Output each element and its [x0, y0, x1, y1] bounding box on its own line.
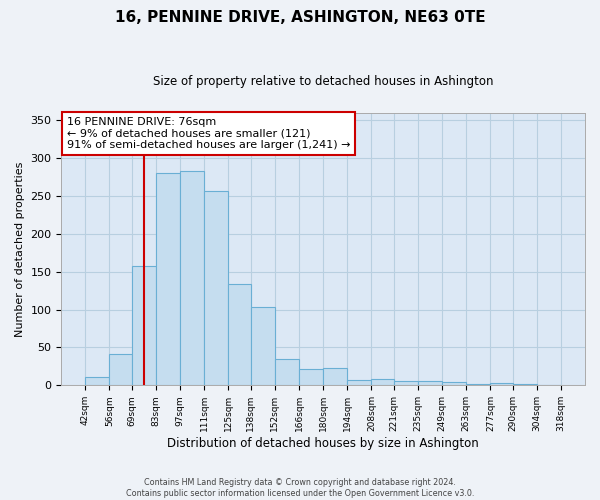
- Bar: [466, 384, 490, 386]
- Bar: [371, 380, 394, 386]
- Bar: [418, 381, 442, 386]
- Bar: [229, 284, 251, 386]
- Bar: [537, 384, 561, 386]
- Bar: [109, 354, 132, 386]
- X-axis label: Distribution of detached houses by size in Ashington: Distribution of detached houses by size …: [167, 437, 479, 450]
- Y-axis label: Number of detached properties: Number of detached properties: [15, 162, 25, 337]
- Text: 16 PENNINE DRIVE: 76sqm
← 9% of detached houses are smaller (121)
91% of semi-de: 16 PENNINE DRIVE: 76sqm ← 9% of detached…: [67, 117, 350, 150]
- Bar: [85, 377, 109, 386]
- Bar: [156, 174, 180, 386]
- Bar: [204, 191, 229, 386]
- Title: Size of property relative to detached houses in Ashington: Size of property relative to detached ho…: [153, 75, 493, 88]
- Bar: [513, 384, 537, 386]
- Bar: [442, 382, 466, 386]
- Bar: [132, 266, 156, 386]
- Bar: [299, 368, 323, 386]
- Bar: [180, 171, 204, 386]
- Bar: [394, 381, 418, 386]
- Text: 16, PENNINE DRIVE, ASHINGTON, NE63 0TE: 16, PENNINE DRIVE, ASHINGTON, NE63 0TE: [115, 10, 485, 25]
- Bar: [251, 308, 275, 386]
- Bar: [347, 380, 371, 386]
- Bar: [323, 368, 347, 386]
- Bar: [275, 359, 299, 386]
- Bar: [490, 383, 513, 386]
- Text: Contains HM Land Registry data © Crown copyright and database right 2024.
Contai: Contains HM Land Registry data © Crown c…: [126, 478, 474, 498]
